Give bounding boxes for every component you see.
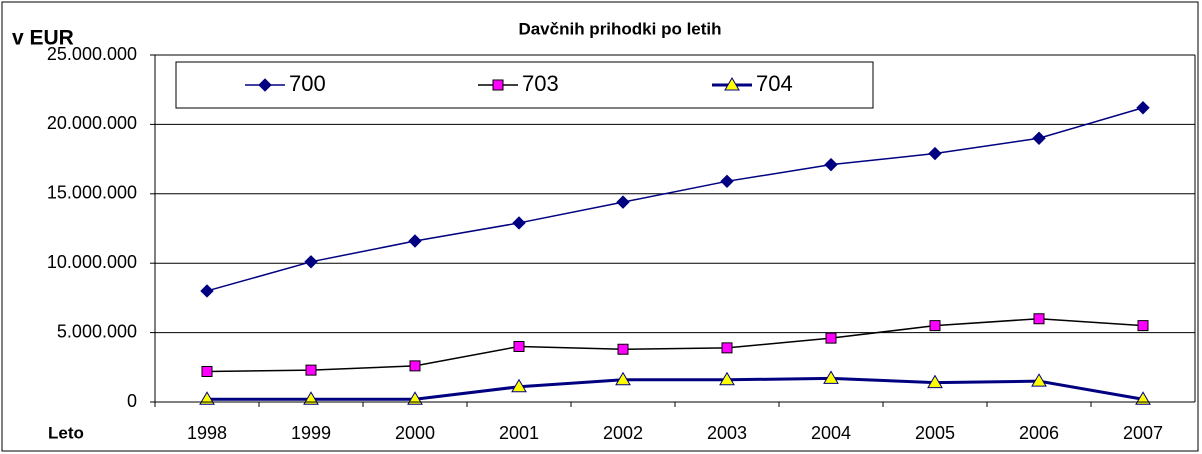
y-tick-label: 0 <box>127 391 137 411</box>
data-point <box>304 255 318 269</box>
data-point <box>408 234 422 248</box>
data-point <box>721 342 733 354</box>
x-tick-label: 2006 <box>1019 423 1059 443</box>
data-point <box>409 360 421 372</box>
legend-label: 703 <box>522 71 559 96</box>
data-point <box>407 391 423 405</box>
series-line <box>206 317 1144 373</box>
y-tick-label: 5.000.000 <box>57 321 137 341</box>
x-tick-label: 2001 <box>499 423 539 443</box>
data-point <box>200 284 214 298</box>
data-point <box>825 332 837 344</box>
x-tick-label: 2007 <box>1123 423 1163 443</box>
data-point <box>1135 391 1151 405</box>
data-point <box>927 374 943 389</box>
y-tick-label: 10.000.000 <box>47 252 137 272</box>
x-tick-label: 1998 <box>187 423 227 443</box>
data-point <box>719 371 735 386</box>
data-point <box>1033 313 1045 325</box>
data-point <box>201 365 213 377</box>
series-line <box>207 376 1144 401</box>
data-point <box>617 343 629 355</box>
legend-box <box>175 61 874 109</box>
data-point <box>823 370 839 384</box>
data-point <box>303 391 319 405</box>
y-tick-label: 15.000.000 <box>47 183 137 203</box>
y-tick-label: 25.000.000 <box>47 44 137 64</box>
x-tick-label: 2004 <box>811 423 851 443</box>
x-axis-label: Leto <box>48 423 84 442</box>
data-point <box>1136 101 1150 115</box>
data-point <box>512 216 526 230</box>
data-point <box>513 340 525 352</box>
x-tick-label: 2005 <box>915 423 955 443</box>
legend-label: 700 <box>289 71 326 96</box>
y-axis-label: v EUR <box>12 27 74 50</box>
data-point <box>928 146 942 161</box>
legend-label: 704 <box>756 71 793 96</box>
data-point <box>615 371 631 386</box>
x-tick-label: 1999 <box>291 423 331 443</box>
data-point <box>1031 373 1047 387</box>
data-point <box>1137 320 1149 332</box>
chart-title: Davčnih prihodki po letih <box>518 19 721 38</box>
series-line <box>206 107 1144 292</box>
legend-marker <box>492 79 504 91</box>
data-point <box>824 157 838 172</box>
data-point <box>929 320 941 332</box>
data-point <box>511 378 527 393</box>
data-point <box>1032 131 1046 145</box>
x-tick-label: 2003 <box>707 423 747 443</box>
x-tick-label: 2000 <box>395 423 435 443</box>
x-tick-label: 2002 <box>603 423 643 443</box>
legend-marker <box>724 77 740 91</box>
data-point <box>199 391 215 405</box>
data-point <box>616 195 630 209</box>
data-point <box>305 364 317 376</box>
y-tick-label: 20.000.000 <box>47 113 137 133</box>
legend-marker <box>258 78 272 92</box>
data-point <box>720 174 734 189</box>
